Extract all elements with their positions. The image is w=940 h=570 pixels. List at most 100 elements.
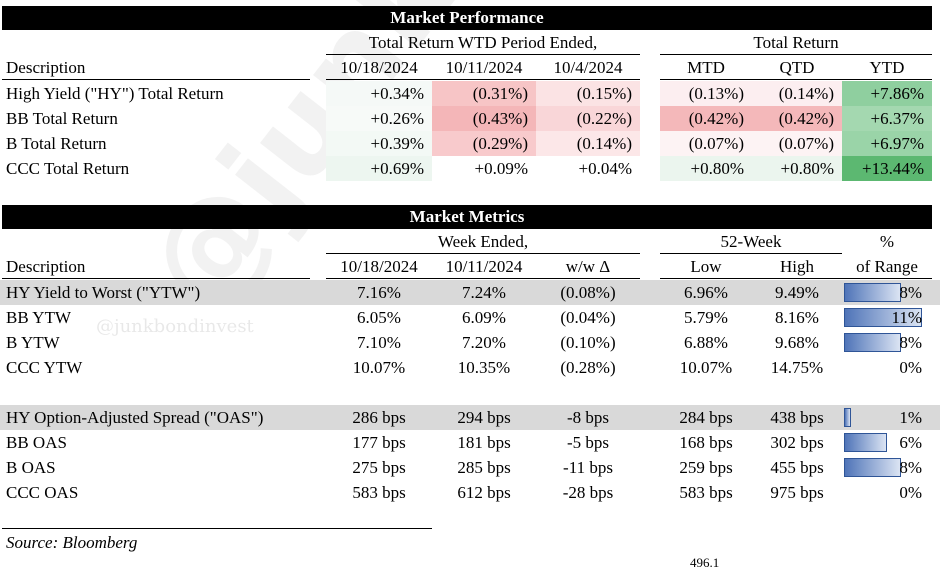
range-pct-value: 8%	[899, 333, 922, 352]
range-bar-fill	[844, 308, 922, 327]
metrics-cell: (0.28%)	[560, 358, 616, 377]
performance-cell: +0.04%	[536, 156, 640, 181]
range-pct-value: 1%	[899, 408, 922, 427]
performance-cell: +6.97%	[842, 131, 932, 156]
metrics-cell: 259 bps	[679, 458, 733, 477]
metrics-row-label: CCC OAS	[6, 483, 79, 502]
metrics-group-week: Week Ended,	[437, 232, 529, 251]
metrics-cell: 302 bps	[770, 433, 824, 452]
metrics-col-description: Description	[6, 257, 86, 276]
metrics-col-date2: 10/11/2024	[445, 257, 523, 276]
performance-row: CCC Total Return +0.69% +0.09% +0.04% +0.80%…	[0, 156, 940, 181]
metrics-cell: (0.04%)	[560, 308, 616, 327]
metrics-row-label: BB OAS	[6, 433, 67, 452]
metrics-row-label: HY Yield to Worst ("YTW")	[6, 283, 201, 302]
metrics-cell: 612 bps	[457, 483, 511, 502]
metrics-cell: 7.20%	[462, 333, 506, 352]
performance-cell: (0.31%)	[432, 81, 536, 106]
metrics-cell: 294 bps	[457, 408, 511, 427]
performance-row-label: B Total Return	[6, 134, 107, 153]
performance-cell: (0.07%)	[660, 131, 752, 156]
metrics-cell: -28 bps	[562, 483, 614, 502]
range-pct-value: 6%	[899, 433, 922, 452]
metrics-cell: 9.68%	[775, 333, 819, 352]
performance-cell: (0.43%)	[432, 106, 536, 131]
performance-cell: +13.44%	[842, 156, 932, 181]
metrics-group-52week: 52-Week	[720, 232, 782, 251]
range-bar-fill	[844, 283, 901, 302]
metrics-cell: -11 bps	[563, 458, 613, 477]
metrics-cell: 284 bps	[679, 408, 733, 427]
metrics-cell: 181 bps	[457, 433, 511, 452]
performance-col-date1: 10/18/2024	[340, 58, 418, 77]
metrics-cell: 275 bps	[352, 458, 406, 477]
metrics-row-label: HY Option-Adjusted Spread ("OAS")	[6, 408, 264, 427]
metrics-cell: 9.49%	[775, 283, 819, 302]
metrics-cell: 455 bps	[770, 458, 824, 477]
performance-cell: +7.86%	[842, 81, 932, 106]
metrics-cell: 438 bps	[770, 408, 824, 427]
metrics-cell: 6.09%	[462, 308, 506, 327]
performance-cell: (0.13%)	[660, 81, 752, 106]
metrics-cell: -8 bps	[566, 408, 610, 427]
metrics-cell: 10.35%	[457, 358, 511, 377]
metrics-cell: 583 bps	[352, 483, 406, 502]
performance-row-label: High Yield ("HY") Total Return	[6, 84, 224, 103]
range-bar-fill	[844, 333, 901, 352]
performance-cell: (0.15%)	[536, 81, 640, 106]
performance-col-qtd: QTD	[779, 58, 815, 77]
range-pct-value: 0%	[899, 483, 922, 502]
performance-cell: +0.80%	[752, 156, 842, 181]
metrics-row-label: CCC YTW	[6, 358, 83, 377]
performance-cell: (0.14%)	[752, 81, 842, 106]
performance-cell: +0.69%	[326, 156, 432, 181]
range-pct-value: 11%	[891, 308, 922, 327]
metrics-col-low: Low	[690, 257, 722, 276]
metrics-col-wow: w/w Δ	[565, 257, 611, 276]
performance-cell: +6.37%	[842, 106, 932, 131]
performance-col-mtd: MTD	[687, 58, 725, 77]
metrics-cell: 10.07%	[679, 358, 733, 377]
metrics-row: BB OAS 177 bps 181 bps -5 bps 168 bps 302 bps…	[0, 430, 940, 455]
metrics-row: BB YTW 6.05% 6.09% (0.04%) 5.79% 8.16% 11%	[0, 305, 940, 330]
metrics-cell: (0.08%)	[560, 283, 616, 302]
performance-cell: (0.14%)	[536, 131, 640, 156]
performance-col-ytd: YTD	[869, 58, 905, 77]
metrics-cell: 8.16%	[775, 308, 819, 327]
metrics-cell: (0.10%)	[560, 333, 616, 352]
range-pct-value: 0%	[899, 358, 922, 377]
performance-cell: +0.39%	[326, 131, 432, 156]
metrics-cell: 177 bps	[352, 433, 406, 452]
metrics-row-label: B YTW	[6, 333, 60, 352]
performance-cell: (0.29%)	[432, 131, 536, 156]
footer-fragment: 496.1	[690, 555, 720, 570]
range-bar	[844, 333, 932, 352]
metrics-cell: 6.88%	[684, 333, 728, 352]
metrics-cell: 285 bps	[457, 458, 511, 477]
metrics-row: B YTW 7.10% 7.20% (0.10%) 6.88% 9.68% 8%	[0, 330, 940, 355]
metrics-row: HY Option-Adjusted Spread ("OAS") 286 bps…	[0, 405, 940, 430]
metrics-cell: 7.24%	[462, 283, 506, 302]
performance-cell: (0.22%)	[536, 106, 640, 131]
metrics-cell: 14.75%	[770, 358, 824, 377]
range-pct-value: 8%	[899, 458, 922, 477]
range-bar-fill	[844, 433, 887, 452]
performance-row: BB Total Return +0.26% (0.43%) (0.22%) (0.42…	[0, 106, 940, 131]
metrics-row-label: BB YTW	[6, 308, 72, 327]
performance-col-date3: 10/4/2024	[553, 58, 623, 77]
metrics-row: B OAS 275 bps 285 bps -11 bps 259 bps 455 bps…	[0, 455, 940, 480]
metrics-col-range: of Range	[856, 257, 918, 276]
metrics-col-date1: 10/18/2024	[340, 257, 418, 276]
metrics-cell: 5.79%	[684, 308, 728, 327]
metrics-cell: -5 bps	[566, 433, 610, 452]
performance-group-total: Total Return	[753, 33, 839, 52]
range-bar	[844, 408, 932, 427]
range-bar	[844, 458, 932, 477]
metrics-cell: 7.10%	[357, 333, 401, 352]
metrics-row: HY Yield to Worst ("YTW") 7.16% 7.24% (0.08…	[0, 280, 940, 305]
metrics-cell: 975 bps	[770, 483, 824, 502]
performance-row-label: BB Total Return	[6, 109, 118, 128]
performance-row: High Yield ("HY") Total Return +0.34% (0.3…	[0, 81, 940, 106]
range-pct-value: 8%	[899, 283, 922, 302]
range-bar	[844, 283, 932, 302]
